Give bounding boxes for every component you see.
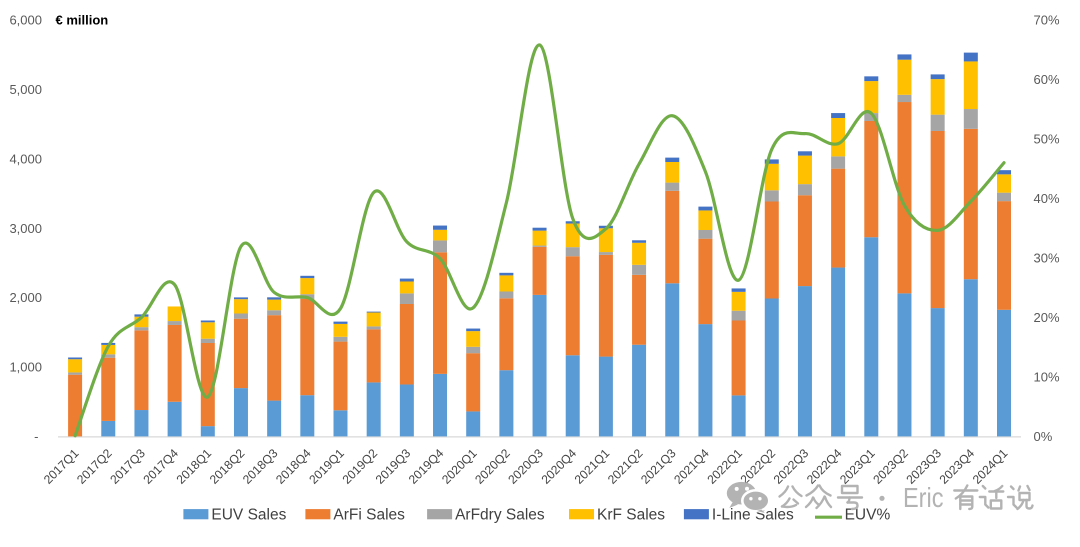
svg-text:EUV Sales: EUV Sales xyxy=(211,507,286,524)
svg-text:0%: 0% xyxy=(1034,429,1053,444)
svg-text:I-Line Sales: I-Line Sales xyxy=(712,507,794,524)
svg-text:KrF Sales: KrF Sales xyxy=(597,507,665,524)
svg-text:€ million: € million xyxy=(56,13,109,28)
svg-text:1,000: 1,000 xyxy=(9,360,42,375)
svg-text:ArFdry Sales: ArFdry Sales xyxy=(455,507,545,524)
svg-text:30%: 30% xyxy=(1034,251,1060,266)
svg-text:6,000: 6,000 xyxy=(9,13,42,28)
svg-text:10%: 10% xyxy=(1034,370,1060,385)
svg-text:-: - xyxy=(34,429,38,444)
svg-text:70%: 70% xyxy=(1034,13,1060,28)
svg-text:5,000: 5,000 xyxy=(9,82,42,97)
svg-text:ArFi Sales: ArFi Sales xyxy=(333,507,405,524)
svg-text:Eric: Eric xyxy=(903,482,944,513)
svg-text:4,000: 4,000 xyxy=(9,151,42,166)
svg-text:3,000: 3,000 xyxy=(9,221,42,236)
svg-text:20%: 20% xyxy=(1034,310,1060,325)
svg-text:60%: 60% xyxy=(1034,72,1060,87)
svg-text:EUV%: EUV% xyxy=(845,507,891,524)
svg-text:40%: 40% xyxy=(1034,191,1060,206)
svg-text:2,000: 2,000 xyxy=(9,290,42,305)
svg-text:50%: 50% xyxy=(1034,132,1060,147)
